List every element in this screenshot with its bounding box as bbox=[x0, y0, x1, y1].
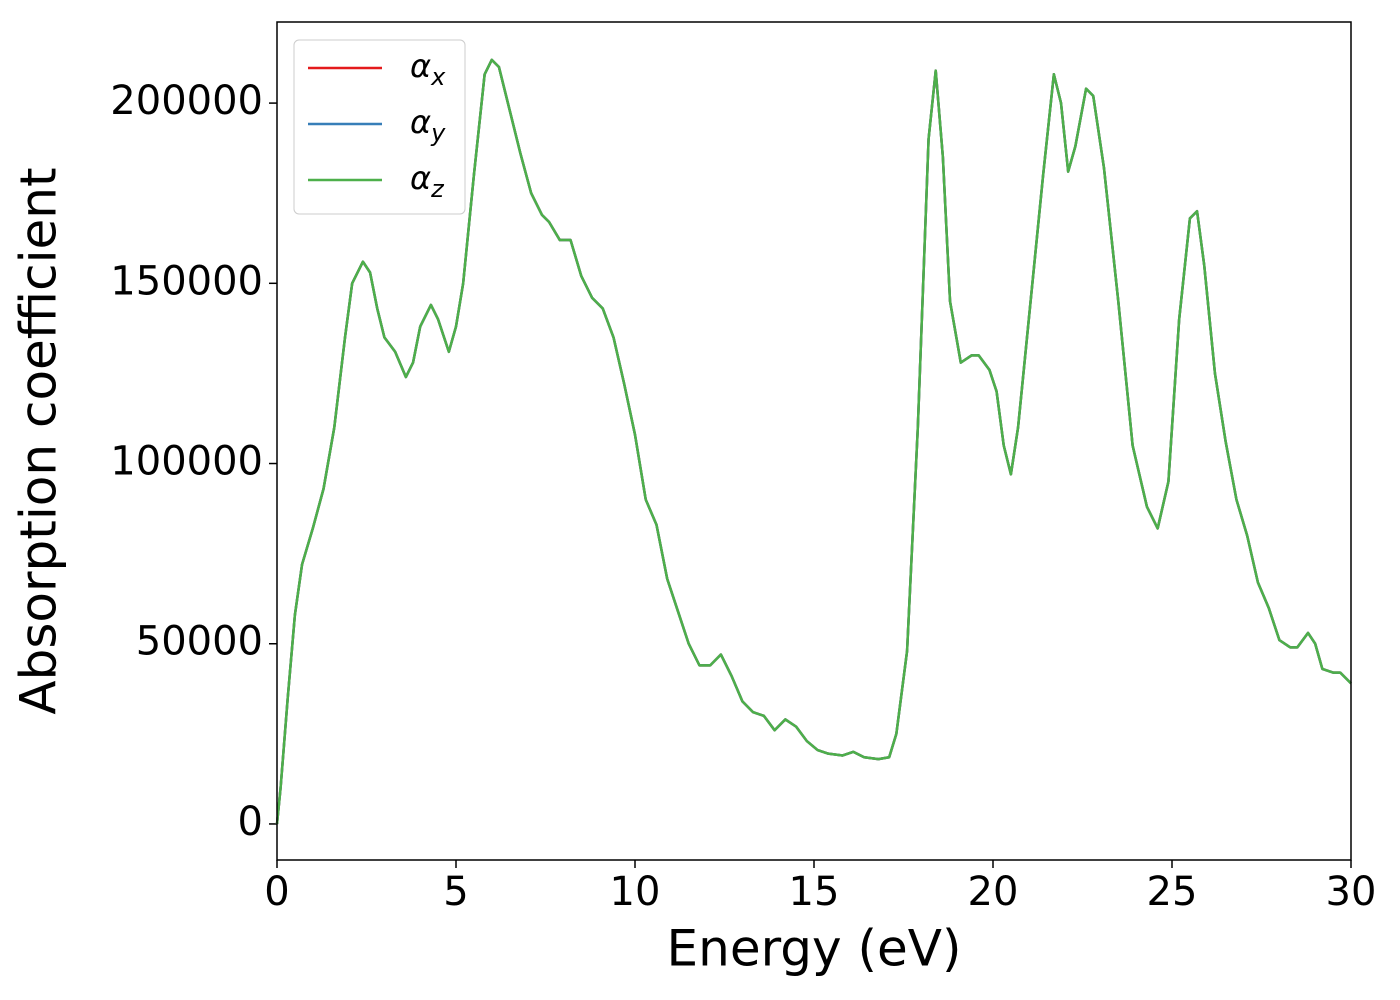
x-tick-label: 25 bbox=[1147, 869, 1198, 915]
legend-box bbox=[293, 39, 466, 215]
x-tick-label: 20 bbox=[968, 869, 1019, 915]
y-tick-label: 100000 bbox=[110, 439, 263, 485]
x-tick-label: 0 bbox=[264, 869, 289, 915]
legend-label: αx bbox=[410, 47, 446, 91]
legend-label: αz bbox=[410, 159, 445, 203]
y-tick-label: 150000 bbox=[110, 258, 263, 304]
y-axis-label: Absorption coefficient bbox=[10, 167, 68, 714]
x-tick-label: 5 bbox=[443, 869, 468, 915]
plot-frame bbox=[276, 21, 1352, 861]
data-line bbox=[275, 58, 1352, 825]
x-axis-label: Energy (eV) bbox=[667, 920, 962, 978]
x-tick-label: 15 bbox=[789, 869, 840, 915]
y-tick-label: 50000 bbox=[136, 619, 263, 665]
legend: αx αy αz bbox=[293, 39, 466, 215]
y-tick-label: 0 bbox=[238, 799, 263, 845]
x-tick-label: 30 bbox=[1326, 869, 1377, 915]
x-tick-label: 10 bbox=[610, 869, 661, 915]
legend-label: αy bbox=[410, 103, 446, 147]
y-tick-label: 200000 bbox=[110, 78, 263, 124]
